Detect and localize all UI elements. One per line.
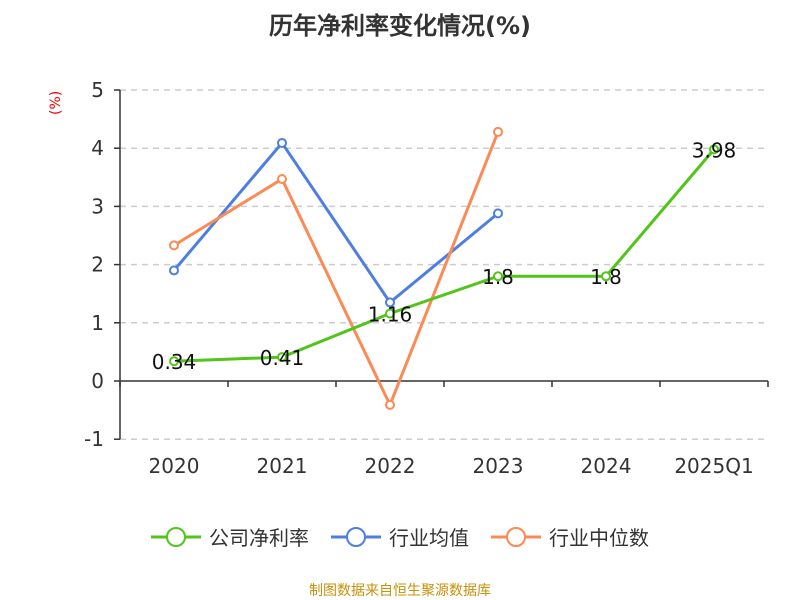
y-tick-label: 4 (91, 136, 104, 160)
data-point (493, 208, 503, 219)
data-point (277, 174, 287, 185)
data-point (385, 308, 395, 319)
legend-item[interactable]: 行业均值 (331, 522, 469, 551)
legend-label: 公司净利率 (209, 526, 309, 550)
data-point (169, 356, 179, 367)
x-tick-label: 2025Q1 (674, 454, 753, 478)
data-label: 3.98 (692, 138, 737, 162)
legend-item[interactable]: 公司净利率 (151, 522, 309, 551)
legend-label: 行业均值 (389, 526, 469, 550)
data-point (385, 297, 395, 308)
chart-title: 历年净利率变化情况(%) (269, 12, 531, 40)
y-tick-label: -1 (84, 427, 104, 451)
legend-item[interactable]: 行业中位数 (491, 522, 649, 551)
x-tick-label: 2021 (257, 454, 308, 478)
data-label: 1.8 (590, 265, 622, 289)
legend-label: 行业中位数 (549, 526, 649, 550)
y-tick-label: 3 (91, 194, 104, 218)
legend-marker-icon (491, 526, 541, 547)
x-tick-label: 2024 (581, 454, 632, 478)
series-line (173, 131, 500, 409)
data-label: 1.16 (368, 302, 413, 326)
data-label: 0.34 (152, 350, 197, 374)
data-point (277, 137, 287, 148)
x-tick-label: 2022 (365, 454, 416, 478)
data-point (169, 240, 179, 251)
data-point (493, 126, 503, 137)
data-label: 1.8 (482, 265, 514, 289)
data-point (385, 399, 395, 410)
data-point (169, 265, 179, 276)
source-note: 制图数据来自恒生聚源数据库 (309, 583, 491, 599)
data-label: 0.41 (260, 346, 305, 370)
data-point (601, 271, 611, 282)
data-point (277, 352, 287, 363)
y-tick-label: 0 (91, 369, 104, 393)
y-tick-label: 1 (91, 311, 104, 335)
x-tick-label: 2023 (473, 454, 524, 478)
legend-marker-icon (151, 526, 201, 547)
y-tick-label: 5 (91, 78, 104, 102)
data-point (709, 144, 719, 155)
legend: 公司净利率 行业均值 行业中位数 (0, 522, 800, 551)
x-tick-label: 2020 (149, 454, 200, 478)
y-tick-label: 2 (91, 253, 104, 277)
data-point (493, 271, 503, 282)
legend-marker-icon (331, 526, 381, 547)
series-line (172, 140, 499, 305)
series-line (173, 148, 716, 363)
